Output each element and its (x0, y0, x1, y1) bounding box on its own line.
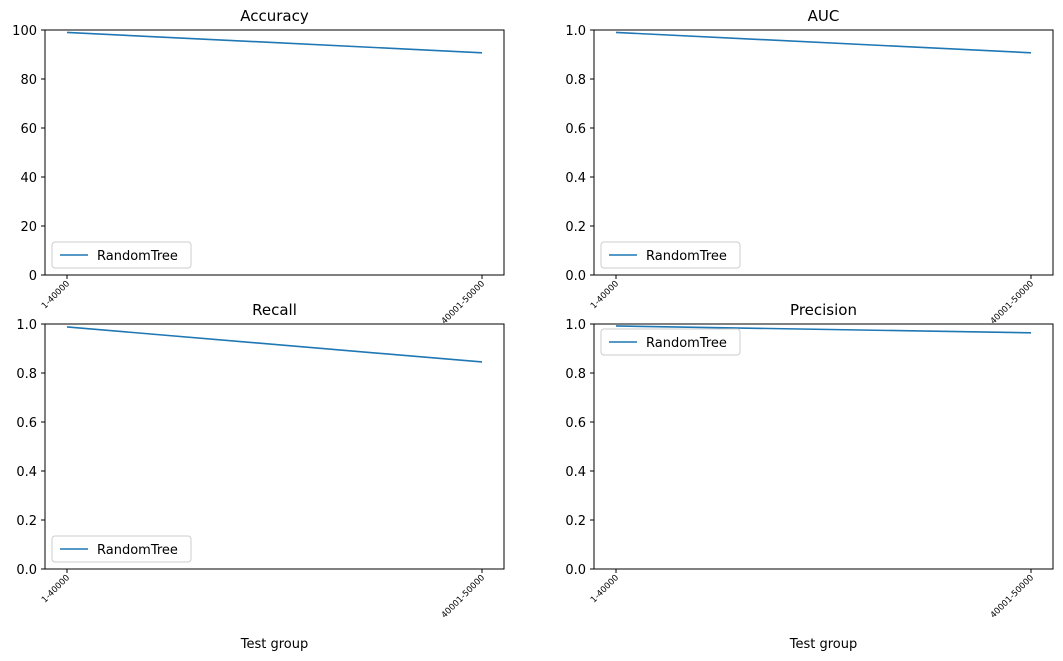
x-tick-label: 40001-50000 (989, 573, 1036, 620)
series-line (615, 31, 1032, 54)
legend: RandomTree (51, 241, 192, 269)
plot-frame (44, 323, 505, 570)
y-tick-label: 1.0 (565, 24, 586, 39)
x-axis-label: Test group (789, 637, 858, 652)
x-tick-label: 1-40000 (40, 573, 72, 605)
y-tick-label: 0.0 (565, 269, 586, 284)
y-tick-label: 0.8 (565, 367, 586, 382)
subplot-accuracy: Accuracy 0 20 40 60 80 100 1-40000 40001-50000 Ra… (12, 7, 505, 327)
y-tick-label: 0.8 (16, 367, 37, 382)
y-tick-label: 60 (20, 122, 37, 137)
y-tick-label: 0.8 (565, 73, 586, 88)
y-tick-label: 0 (29, 269, 37, 284)
y-tick-label: 1.0 (16, 318, 37, 333)
y-tick-label: 0.6 (565, 122, 586, 137)
x-tick-label: 1-40000 (589, 279, 621, 311)
y-tick-label: 0.2 (16, 514, 37, 529)
plot-frame (593, 323, 1054, 570)
series-line (615, 325, 1032, 334)
y-tick-label: 100 (12, 24, 37, 39)
y-tick-label: 0.6 (565, 416, 586, 431)
x-tick-label: 40001-50000 (989, 279, 1036, 326)
plot-frame (44, 29, 505, 276)
legend-box (51, 241, 192, 269)
y-tick-label: 1.0 (565, 318, 586, 333)
legend-label: RandomTree (97, 249, 178, 264)
legend: RandomTree (600, 241, 741, 269)
chart-title: Recall (252, 301, 297, 319)
subplot-auc: AUC 0.0 0.2 0.4 0.6 0.8 1.0 1-40000 40001-50000 R… (565, 7, 1054, 327)
y-tick-label: 0.2 (565, 514, 586, 529)
x-tick-label: 1-40000 (589, 573, 621, 605)
legend-label: RandomTree (646, 336, 727, 351)
chart-title: Precision (790, 301, 857, 319)
y-tick-label: 20 (20, 220, 37, 235)
y-tick-label: 0.4 (565, 465, 586, 480)
x-tick-label: 40001-50000 (440, 573, 487, 620)
y-tick-label: 40 (20, 171, 37, 186)
legend: RandomTree (51, 535, 192, 563)
y-tick-label: 0.0 (16, 563, 37, 578)
subplot-precision: Precision 0.0 0.2 0.4 0.6 0.8 1.0 1-40000 40001-… (565, 301, 1054, 652)
y-tick-label: 0.4 (565, 171, 586, 186)
legend-box (51, 535, 192, 563)
y-tick-label: 0.6 (16, 416, 37, 431)
legend-label: RandomTree (97, 543, 178, 558)
y-tick-label: 0.2 (565, 220, 586, 235)
x-tick-label: 1-40000 (40, 279, 72, 311)
chart-title: Accuracy (240, 7, 309, 25)
plot-frame (593, 29, 1054, 276)
x-axis-label: Test group (240, 637, 309, 652)
y-tick-label: 80 (20, 73, 37, 88)
y-tick-label: 0.0 (565, 563, 586, 578)
legend-label: RandomTree (646, 249, 727, 264)
legend: RandomTree (600, 328, 741, 356)
series-line (66, 326, 483, 363)
chart-title: AUC (808, 7, 840, 25)
subplot-recall: Recall 0.0 0.2 0.4 0.6 0.8 1.0 1-40000 40001-500… (16, 301, 505, 652)
y-tick-label: 0.4 (16, 465, 37, 480)
series-line (66, 31, 483, 54)
legend-box (600, 241, 741, 269)
x-tick-label: 40001-50000 (440, 279, 487, 326)
legend-box (600, 328, 741, 356)
